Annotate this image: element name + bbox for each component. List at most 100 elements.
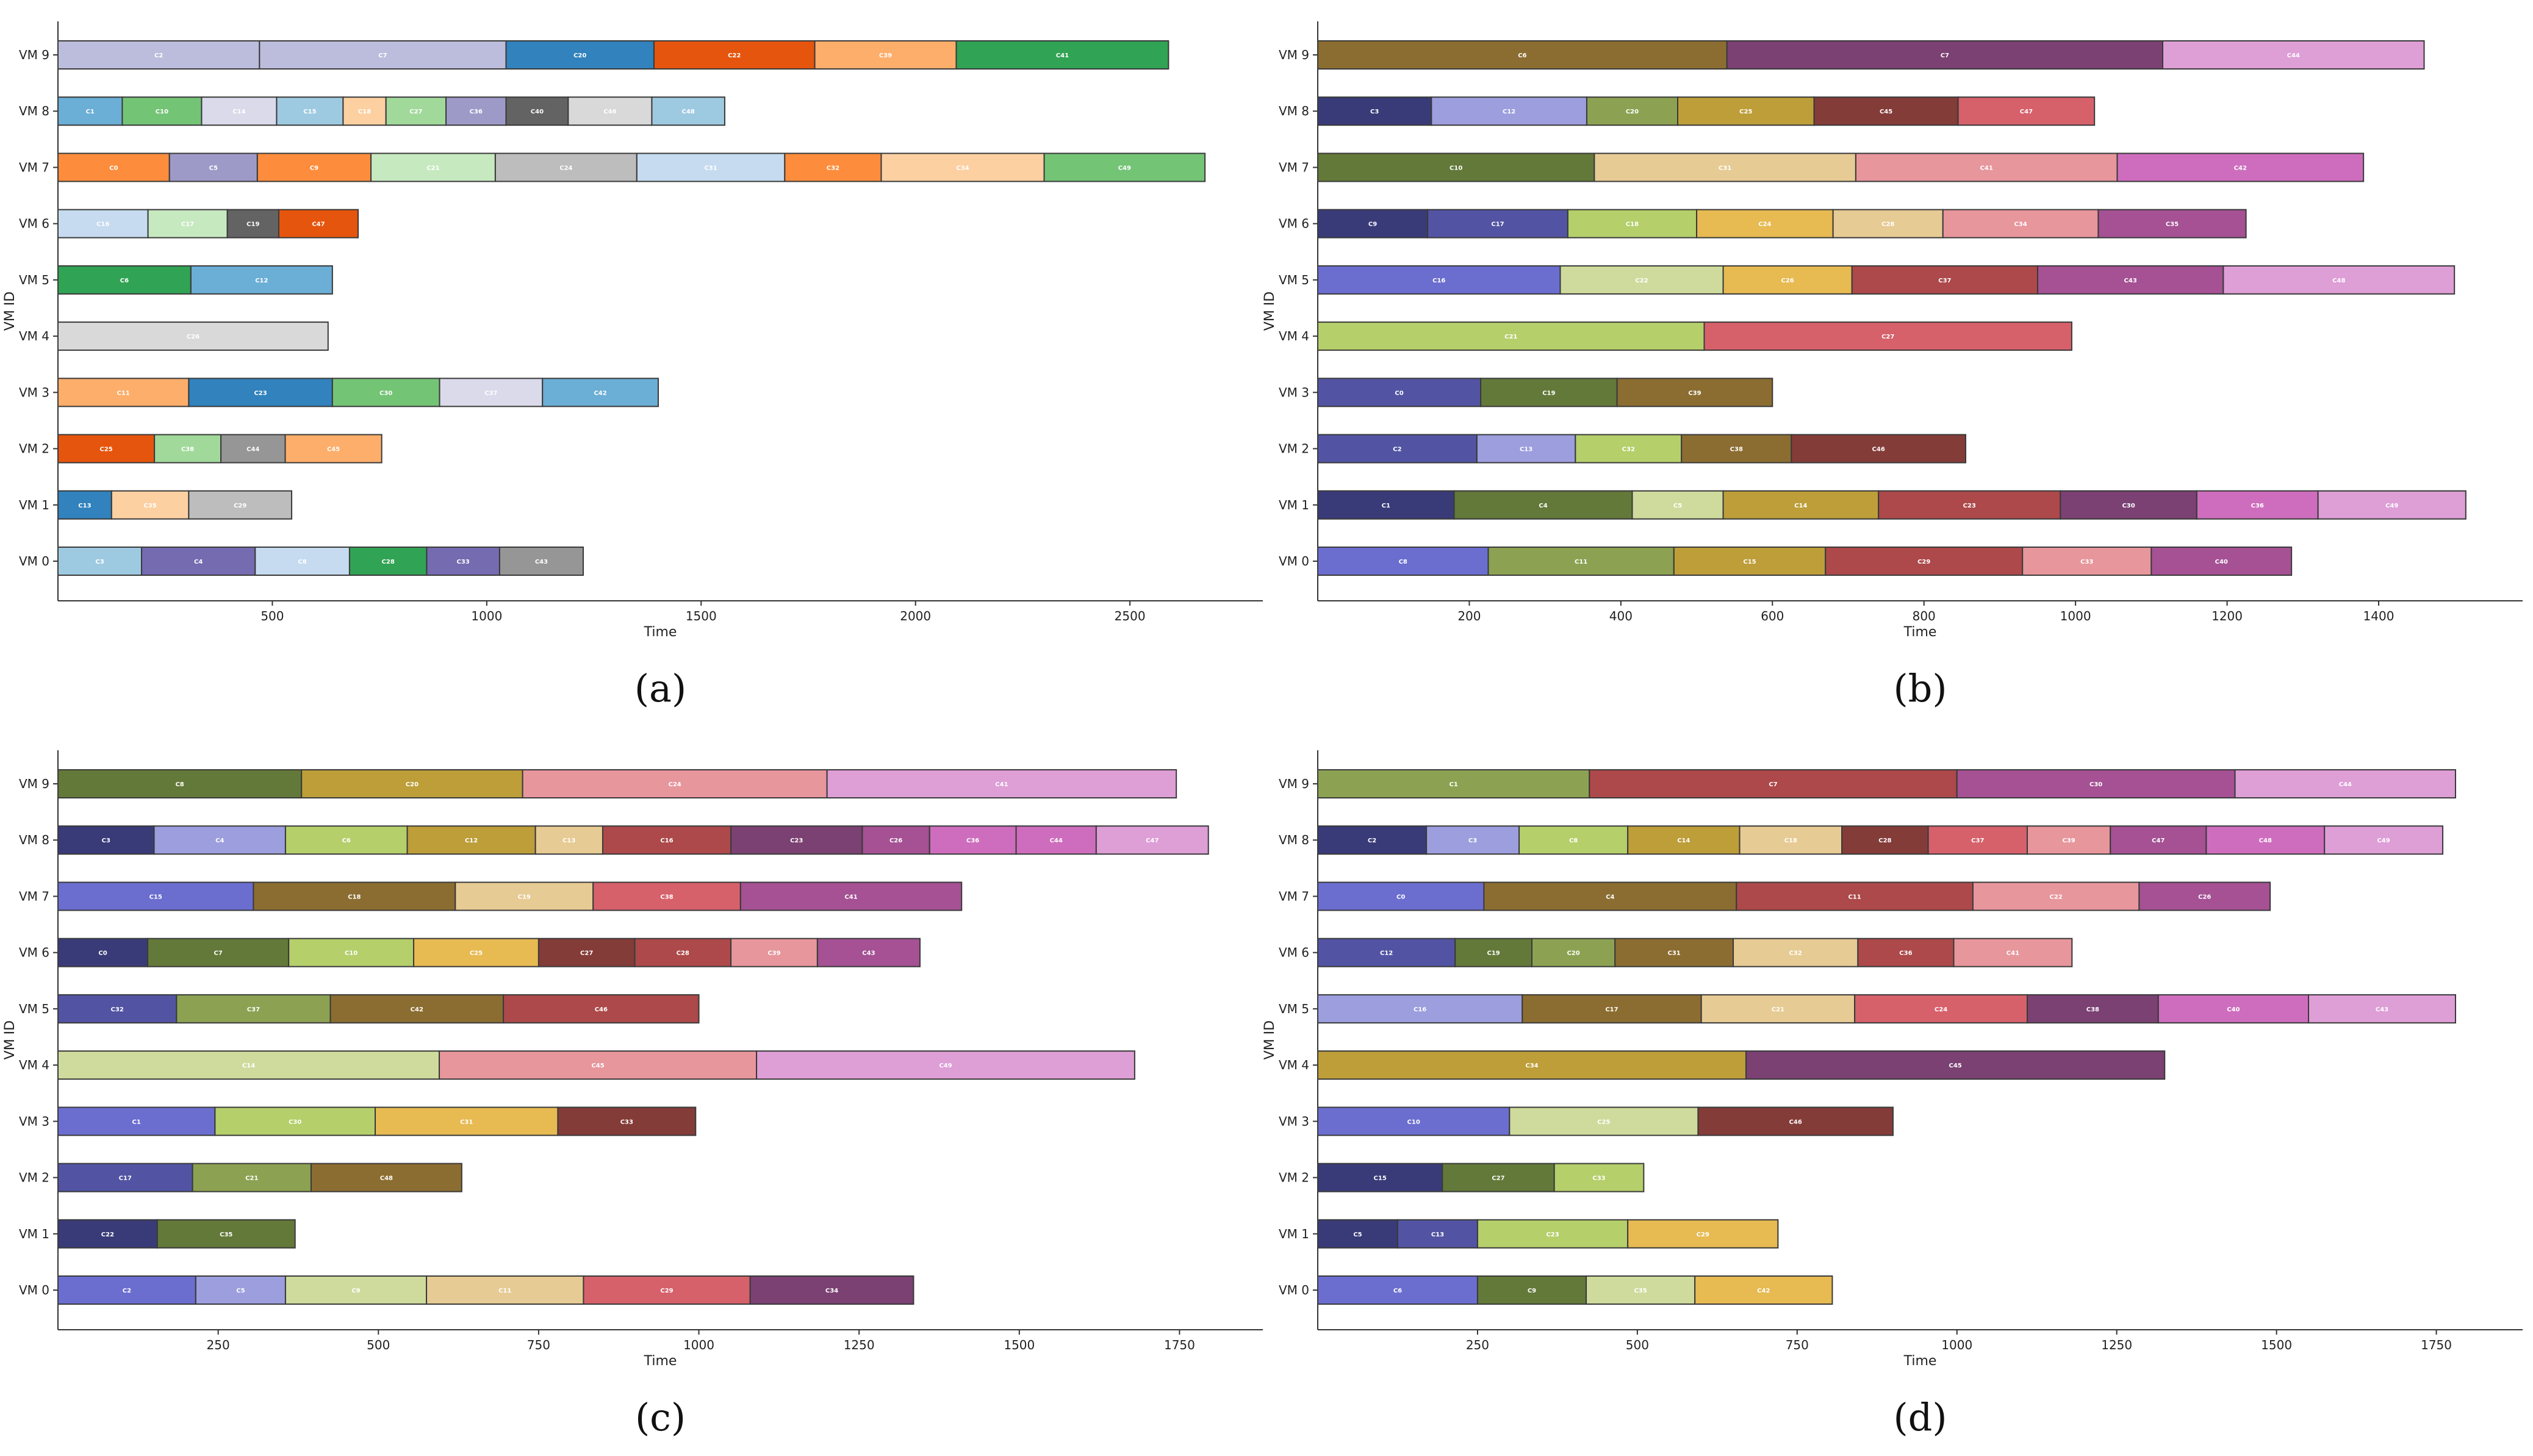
task-label: C37 [484, 390, 497, 396]
task-label: C33 [620, 1119, 633, 1125]
x-tick-label: 2000 [900, 609, 931, 623]
task-label: C41 [995, 781, 1008, 788]
task-bar [2060, 490, 2197, 520]
y-tick-label: VM 3 [1279, 385, 1309, 400]
chart-panel: VM 9 C1 C7 C30 C44 VM 8 C2 C3 C8 C14 C18 C28 C37 C39 C… [1262, 750, 2523, 1440]
task-label: C6 [342, 837, 351, 844]
x-tick-label: 1250 [844, 1338, 875, 1352]
task-bar [1317, 490, 1455, 520]
task-bar [634, 938, 732, 967]
task-label: C28 [677, 950, 689, 957]
y-tick-label: VM 9 [1279, 776, 1309, 791]
task-bar [385, 96, 447, 126]
task-bar [1953, 938, 2073, 967]
task-label: C0 [98, 950, 107, 957]
task-bar [2026, 825, 2111, 855]
task-bar [57, 825, 155, 855]
task-bar [1476, 1219, 1629, 1249]
task-bar [1614, 938, 1734, 967]
panel-label: (a) [634, 666, 686, 711]
task-label: C13 [562, 837, 575, 844]
task-label: C13 [1431, 1232, 1444, 1238]
task-bar [141, 547, 256, 576]
y-tick-label: VM 4 [19, 1058, 49, 1072]
task-label: C11 [1575, 559, 1587, 565]
y-axis-title: VM ID [1262, 292, 1277, 331]
task-label: C19 [518, 894, 531, 900]
task-bar [1317, 938, 1456, 967]
task-label: C41 [1056, 52, 1069, 59]
task-bar [2324, 825, 2444, 855]
task-bar [1531, 938, 1616, 967]
x-tick-label: 1200 [2211, 609, 2243, 623]
task-label: C32 [827, 165, 839, 171]
task-bar [1722, 490, 1880, 520]
task-label: C1 [86, 109, 95, 115]
task-label: C23 [254, 390, 267, 396]
task-label: C48 [380, 1175, 393, 1182]
x-axis-title: Time [1903, 1354, 1937, 1369]
task-label: C18 [1784, 837, 1797, 844]
y-tick-label: VM 7 [1279, 889, 1309, 903]
y-tick-label: VM 5 [19, 273, 49, 287]
task-bar [1317, 40, 1728, 70]
task-bar [1426, 825, 1520, 855]
task-label: C47 [312, 221, 325, 228]
task-bar [226, 209, 279, 238]
task-label: C29 [1917, 559, 1930, 565]
task-bar [505, 40, 655, 70]
task-bar [2037, 265, 2224, 295]
task-label: C2 [1393, 446, 1401, 453]
y-tick-label: VM 2 [19, 442, 49, 456]
task-bar [1317, 321, 1705, 351]
y-tick-label: VM 2 [1279, 1171, 1309, 1185]
task-label: C9 [1528, 1288, 1536, 1294]
task-label: C36 [470, 109, 483, 115]
task-label: C23 [1963, 503, 1976, 509]
task-bar [505, 96, 569, 126]
task-label: C42 [2234, 165, 2247, 171]
task-bar [195, 1275, 286, 1305]
task-label: C45 [1949, 1063, 1961, 1069]
task-label: C40 [2227, 1006, 2240, 1013]
task-bar [1317, 378, 1482, 407]
task-label: C7 [214, 950, 222, 957]
task-bar [57, 994, 178, 1024]
x-axis-title: Time [1903, 625, 1937, 640]
y-tick-label: VM 3 [19, 385, 49, 400]
task-label: C18 [1626, 221, 1639, 228]
y-tick-label: VM 0 [1279, 1283, 1309, 1297]
task-label: C31 [704, 165, 717, 171]
task-label: C1 [1449, 781, 1457, 788]
task-label: C5 [209, 165, 218, 171]
task-bar [1694, 1275, 1833, 1305]
task-label: C36 [2251, 503, 2264, 509]
y-tick-label: VM 4 [1279, 329, 1309, 343]
task-label: C31 [1667, 950, 1680, 957]
task-label: C39 [879, 52, 892, 59]
task-bar [1476, 434, 1576, 464]
task-bar [1317, 1219, 1398, 1249]
task-bar [413, 938, 539, 967]
task-bar [861, 825, 930, 855]
task-label: C9 [351, 1288, 360, 1294]
task-label: C47 [2152, 837, 2165, 844]
task-label: C21 [426, 165, 439, 171]
task-bar [651, 96, 725, 126]
task-label: C12 [1503, 109, 1515, 115]
task-bar [636, 152, 786, 182]
task-bar [154, 434, 222, 464]
task-bar [57, 1163, 193, 1192]
task-bar [2317, 490, 2467, 520]
task-label: C37 [247, 1006, 260, 1013]
task-bar [278, 209, 359, 238]
task-label: C24 [559, 165, 572, 171]
task-bar [1575, 434, 1683, 464]
task-bar [342, 96, 387, 126]
task-label: C49 [2377, 837, 2390, 844]
task-label: C31 [460, 1119, 473, 1125]
task-label: C13 [78, 503, 91, 509]
task-bar [1703, 321, 2072, 351]
y-tick-label: VM 6 [19, 217, 49, 231]
task-label: C46 [1789, 1119, 1802, 1125]
